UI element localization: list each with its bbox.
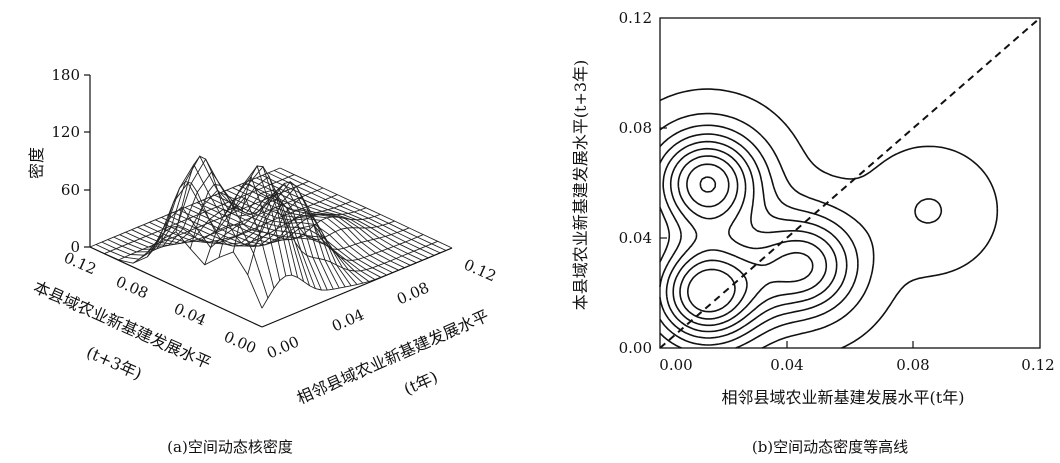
- contour-level-line: [659, 88, 999, 349]
- x-tick-label: 0.12: [461, 255, 499, 285]
- plot-frame: [659, 17, 1041, 349]
- diagonal-reference-line: [659, 17, 1041, 349]
- surface-grid-line: [104, 174, 295, 255]
- z-tick-label: 60: [61, 181, 80, 199]
- panel-a-caption: (a)空间动态核密度: [167, 438, 293, 456]
- x-tick-label: 0.04: [329, 305, 367, 335]
- x-axis-label: 相邻县域农业新基建发展水平: [294, 306, 492, 408]
- surface-grid-line: [175, 155, 367, 247]
- x-axis-line: [261, 247, 453, 328]
- contour-level-line: [659, 112, 943, 349]
- surface-grid-line: [204, 199, 395, 265]
- contour-lines: [659, 88, 999, 349]
- surface-grid-line: [118, 180, 309, 261]
- y-tick-label: 0.04: [171, 299, 209, 329]
- surface-grid-line: [89, 167, 281, 248]
- surface-grid-line: [247, 209, 438, 275]
- contour-level-line: [679, 163, 748, 320]
- x-tick-label: 0.04: [770, 356, 803, 374]
- x-axis-label-unit: (t年): [401, 367, 441, 399]
- x-axis-label: 相邻县域农业新基建发展水平(t年): [722, 388, 965, 407]
- surface-grid-line: [262, 174, 435, 256]
- z-tick-label: 0: [70, 238, 80, 256]
- contour-level-line: [659, 140, 838, 339]
- surface-grid-line: [189, 183, 381, 249]
- surface-panel: 180 120 60 0 密度 0.12 0.08 0.04 0.00 本县域农…: [27, 66, 499, 456]
- density-surface-mesh: [89, 155, 453, 309]
- y-tick-label: 0.04: [619, 229, 652, 247]
- y-axis-label-unit: (t+3年): [84, 342, 145, 383]
- y-tick-label: 0.08: [113, 272, 151, 302]
- surface-grid-line: [161, 180, 352, 247]
- surface-grid-line: [232, 165, 424, 261]
- contour-level-line: [659, 133, 848, 346]
- contour-panel: 0.12 0.08 0.04 0.00 0.00 0.04 0.08 0.12 …: [571, 9, 1055, 456]
- contour-level-line: [672, 155, 814, 327]
- contour-level-line: [687, 176, 736, 313]
- y-axis-label: 本县域农业新基建发展水平(t+3年): [571, 60, 590, 311]
- z-axis-label: 密度: [27, 147, 46, 179]
- y-tick-label: 0.12: [61, 248, 99, 278]
- y-tick-label: 0.12: [619, 9, 652, 27]
- y-tick-label: 0.00: [221, 327, 259, 357]
- contour-level-line: [659, 124, 859, 349]
- x-tick-label: 0.00: [264, 332, 302, 362]
- x-tick-label: 0.08: [896, 356, 929, 374]
- z-tick-label: 180: [51, 66, 80, 84]
- x-tick-label: 0.12: [1021, 356, 1054, 374]
- x-tick-label: 0.00: [659, 356, 692, 374]
- surface-grid-line: [146, 194, 338, 258]
- panel-b-caption: (b)空间动态密度等高线: [752, 438, 908, 456]
- y-tick-label: 0.00: [619, 339, 652, 357]
- contour-level-line: [665, 147, 828, 333]
- z-tick-label: 120: [51, 123, 80, 141]
- x-tick-label: 0.08: [394, 278, 432, 308]
- y-axis-line: [89, 246, 263, 328]
- surface-grid-line: [132, 187, 324, 264]
- y-tick-label: 0.08: [619, 119, 652, 137]
